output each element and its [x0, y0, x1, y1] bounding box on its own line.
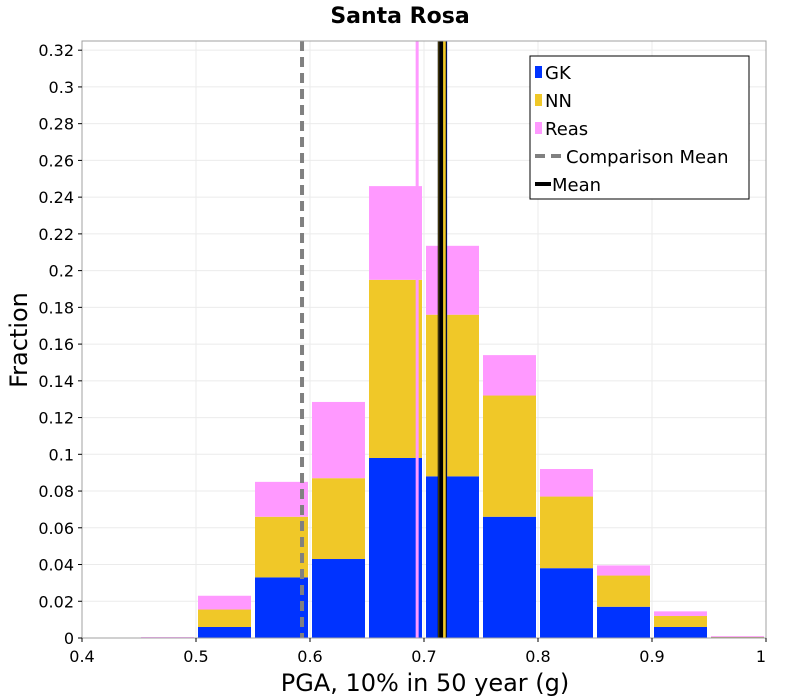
bar-reas: [711, 636, 764, 637]
bar-reas: [255, 481, 308, 517]
y-tick-label: 0.08: [38, 482, 74, 501]
bar-reas: [483, 355, 536, 396]
y-tick-label: 0.32: [38, 41, 74, 60]
y-tick-label: 0.2: [49, 262, 74, 281]
x-tick-label: 0.6: [297, 647, 322, 666]
legend-gk-swatch: [535, 66, 542, 78]
bar-nn: [540, 496, 593, 569]
y-tick-label: 0.14: [38, 372, 74, 391]
y-tick-label: 0.22: [38, 225, 74, 244]
x-axis-title: PGA, 10% in 50 year (g): [281, 669, 570, 697]
bar-nn: [597, 575, 650, 607]
y-tick-label: 0.1: [49, 445, 74, 464]
y-tick-label: 0.04: [38, 556, 74, 575]
bar-reas: [369, 186, 422, 280]
bar-gk: [654, 626, 707, 638]
bar-reas: [540, 469, 593, 497]
bar-nn: [369, 279, 422, 458]
y-tick-label: 0: [64, 629, 74, 648]
bar-reas: [198, 595, 251, 610]
bar-reas: [654, 611, 707, 616]
legend-nn-swatch: [535, 94, 542, 106]
y-tick-label: 0.02: [38, 592, 74, 611]
mean-lines: [300, 41, 448, 638]
bar-gk: [369, 457, 422, 638]
chart-title: Santa Rosa: [330, 4, 469, 29]
x-tick-label: 0.4: [69, 647, 94, 666]
bar-gk: [312, 559, 365, 638]
bar-nn: [312, 478, 365, 560]
bar-gk: [255, 577, 308, 638]
legend-box: [529, 55, 750, 200]
y-tick-label: 0.06: [38, 519, 74, 538]
legend: GK NN Reas Comparison Mean Mean: [529, 55, 750, 200]
legend-reas-label: Reas: [545, 119, 588, 140]
y-tick-label: 0.12: [38, 409, 74, 428]
x-tick-label: 0.9: [639, 647, 664, 666]
legend-reas-swatch: [535, 122, 542, 134]
legend-nn-label: NN: [545, 91, 572, 112]
bar-nn: [255, 516, 308, 578]
bar-gk: [597, 606, 650, 638]
x-tick-label: 0.8: [525, 647, 550, 666]
y-axis-title: Fraction: [5, 292, 33, 388]
x-tick-label: 0.7: [411, 647, 436, 666]
bar-gk: [198, 626, 251, 638]
x-tick-label: 0.5: [183, 647, 208, 666]
bars: [141, 186, 764, 638]
y-tick-label: 0.3: [49, 78, 74, 97]
y-tick-label: 0.28: [38, 115, 74, 134]
y-tick-label: 0.24: [38, 188, 74, 207]
bar-reas: [426, 245, 479, 315]
bar-reas: [312, 401, 365, 479]
legend-mean-label: Mean: [552, 175, 601, 196]
bar-nn: [426, 314, 479, 477]
x-tick-label: 1: [756, 647, 766, 666]
y-tick-label: 0.16: [38, 335, 74, 354]
bar-gk: [540, 568, 593, 638]
legend-gk-label: GK: [545, 63, 572, 84]
bar-nn: [654, 615, 707, 627]
legend-comparison-mean-label: Comparison Mean: [566, 147, 729, 168]
y-tick-label: 0.26: [38, 151, 74, 170]
bar-nn: [483, 395, 536, 517]
bar-gk: [483, 516, 536, 638]
bar-gk: [426, 476, 479, 638]
x-axis-ticks: 0.4 0.5 0.6 0.7 0.8 0.9 1: [69, 638, 767, 666]
bar-reas: [597, 565, 650, 576]
y-tick-label: 0.18: [38, 298, 74, 317]
y-axis-ticks: 0 0.02 0.04 0.06 0.08 0.1 0.12 0.14 0.16 0.18 0.2 0…: [38, 41, 82, 648]
bar-nn: [198, 609, 251, 627]
